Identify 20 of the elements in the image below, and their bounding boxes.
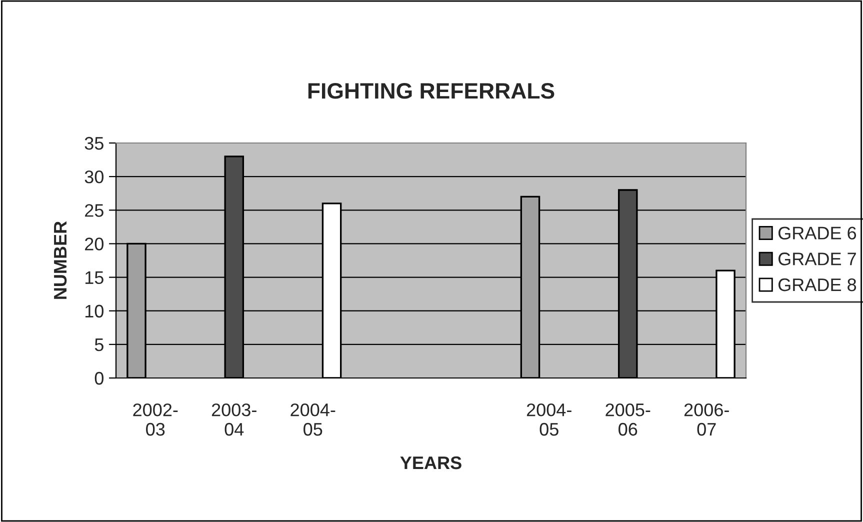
y-tick-label: 10 [85, 304, 104, 318]
x-tick-label: 2004- 05 [290, 403, 336, 436]
x-tick-label: 2003- 04 [212, 403, 256, 436]
y-tick-label: 25 [85, 204, 104, 217]
x-tick-label: 2004- 05 [526, 403, 572, 436]
x-tick-label: 2006- 07 [684, 403, 729, 436]
y-tick-label: 5 [94, 338, 104, 352]
y-tick-label: 0 [94, 372, 104, 385]
x-tick-label: 2002- 03 [133, 403, 178, 436]
legend-label: GRADE 8 [778, 278, 856, 292]
chart-title: FIGHTING REFERRALS [308, 83, 554, 99]
y-tick-label: 35 [84, 136, 104, 150]
x-tick-label: 2005- 06 [606, 403, 650, 436]
x-axis-title: YEARS [400, 456, 462, 470]
y-axis-title: NUMBER [54, 221, 67, 299]
y-tick-label: 30 [84, 170, 104, 184]
legend-label: GRADE 6 [778, 226, 856, 240]
legend-label: GRADE 7 [778, 252, 856, 266]
y-tick-label: 15 [85, 271, 104, 284]
y-tick-label: 20 [85, 238, 104, 250]
